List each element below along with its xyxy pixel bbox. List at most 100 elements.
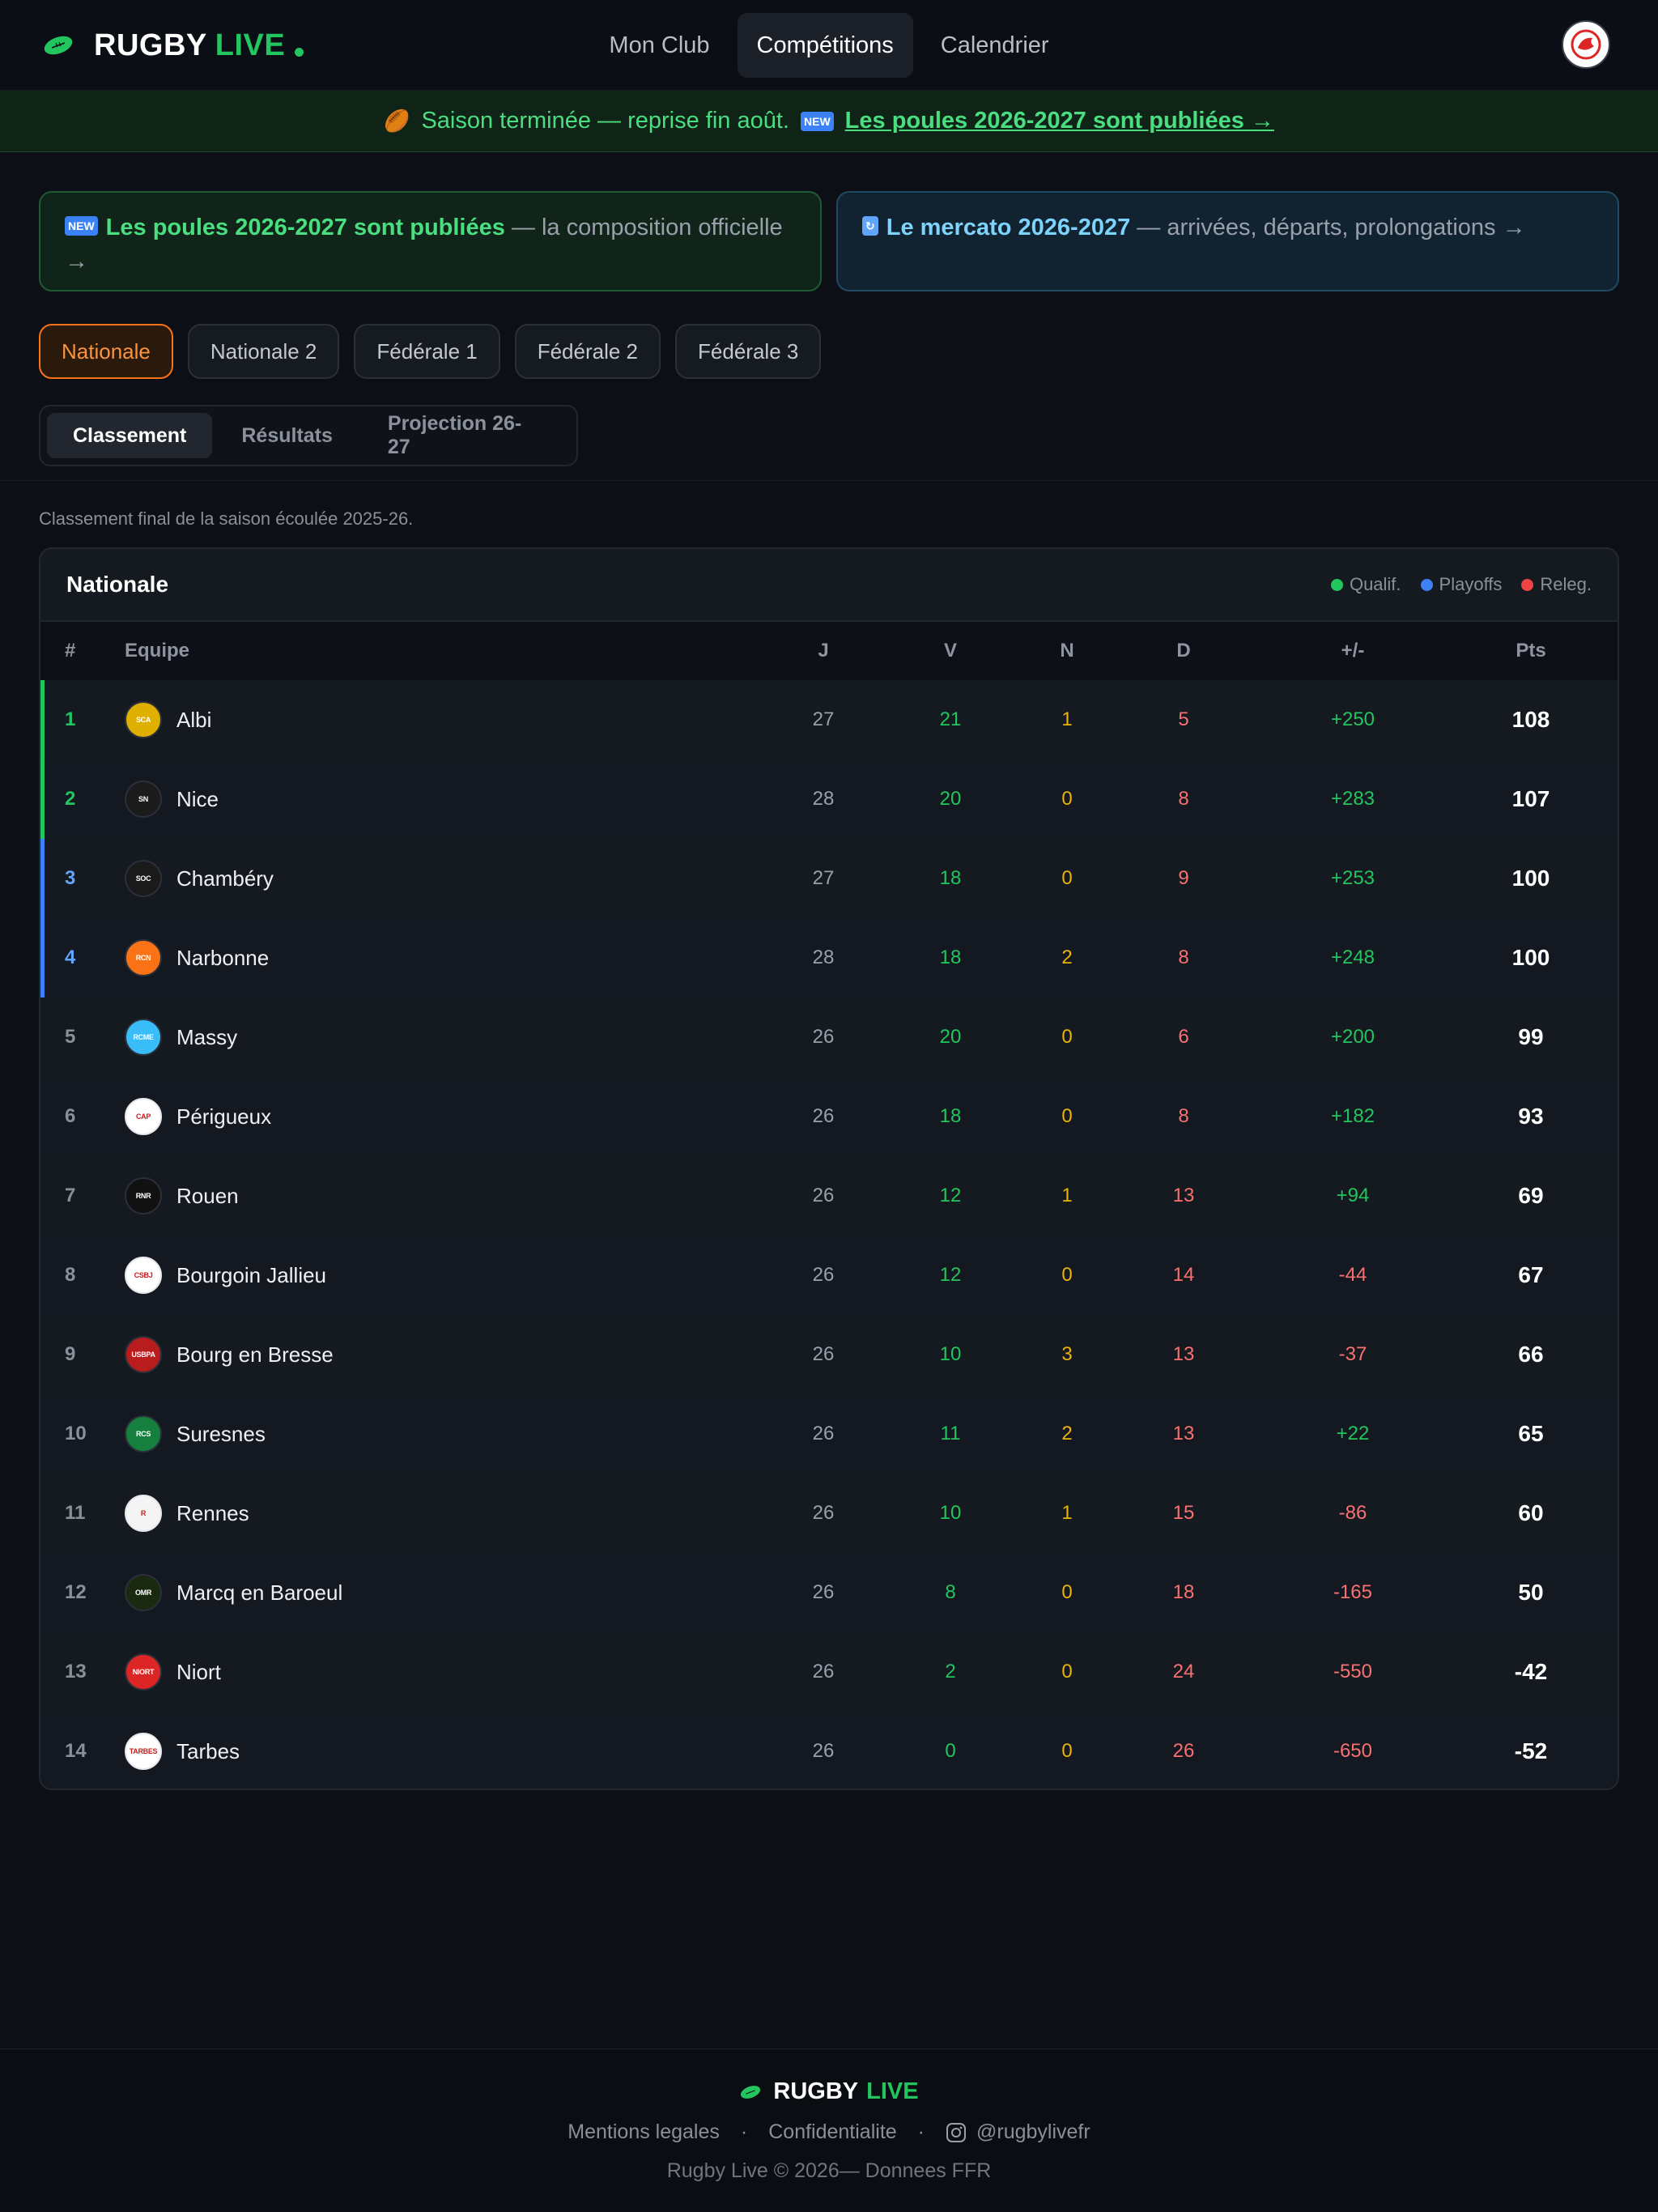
link-confidentialite[interactable]: Confidentialite [768,2121,897,2143]
losses: 13 [1172,1343,1195,1365]
col-pts[interactable]: Pts [1516,640,1546,661]
league-pill-federale-1[interactable]: Fédérale 1 [354,324,500,379]
draws: 1 [1061,1502,1073,1524]
team-rank: 2 [65,788,76,810]
league-pill-federale-2[interactable]: Fédérale 2 [514,324,661,379]
team-name: Tarbes [176,1738,240,1763]
legend-label: Qualif. [1349,574,1401,594]
team-cell[interactable]: RCN Narbonne [125,939,269,976]
draws: 1 [1061,1185,1073,1206]
league-pill-federale-3[interactable]: Fédérale 3 [675,324,822,379]
point-diff: +22 [1336,1423,1370,1444]
table-row[interactable]: 14 TARBES Tarbes 26 0 0 26 -650 -52 [40,1712,1618,1789]
main-nav: Mon Club Compétitions Calendrier [0,13,1658,78]
table-row[interactable]: 5 RCME Massy 26 20 0 6 +200 99 [40,998,1618,1077]
brand-logo[interactable]: RUGBY LIVE [42,24,304,66]
table-row[interactable]: 12 OMR Marcq en Baroeul 26 8 0 18 -165 50 [40,1553,1618,1632]
mercato-card[interactable]: ↻ Le mercato 2026-2027 — arrivées, départ… [836,191,1619,291]
team-cell[interactable]: RCME Massy [125,1019,237,1056]
nav-competitions[interactable]: Compétitions [737,13,913,78]
point-diff: -650 [1333,1740,1373,1762]
team-crest-icon: SN [125,781,162,818]
col-rank[interactable]: # [65,640,76,661]
team-cell[interactable]: CAP Périgueux [125,1098,271,1135]
table-row[interactable]: 9 USBPA Bourg en Bresse 26 10 3 13 -37 66 [40,1315,1618,1394]
points: 66 [1518,1342,1544,1367]
team-cell[interactable]: SN Nice [125,781,219,818]
footer-brand[interactable]: RUGBY LIVE [0,2078,1658,2105]
nav-mon-club[interactable]: Mon Club [609,32,710,58]
team-name: Chambéry [176,866,274,891]
team-cell[interactable]: RCS Suresnes [125,1415,266,1453]
col-n[interactable]: N [1060,640,1074,661]
played: 26 [812,1502,835,1524]
table-row[interactable]: 3 SOC Chambéry 27 18 0 9 +253 100 [40,839,1618,918]
team-cell[interactable]: RNR Rouen [125,1177,239,1214]
point-diff: -86 [1338,1502,1367,1524]
team-cell[interactable]: TARBES Tarbes [125,1733,240,1770]
table-row[interactable]: 11 R Rennes 26 10 1 15 -86 60 [40,1474,1618,1553]
points: -42 [1514,1659,1548,1684]
legend-label: Playoffs [1439,574,1503,594]
wins: 0 [945,1740,956,1762]
team-cell[interactable]: NIORT Niort [125,1653,221,1691]
team-crest-icon: RCS [125,1415,162,1453]
tab-resultats[interactable]: Résultats [241,423,333,447]
table-row[interactable]: 10 RCS Suresnes 26 11 2 13 +22 65 [40,1394,1618,1474]
points: 100 [1511,945,1550,970]
team-name: Nice [176,786,219,811]
standings-caption: Classement final de la saison écoulée 20… [39,508,414,529]
col-diff[interactable]: +/- [1341,640,1365,661]
instagram-link[interactable]: @rugbylivefr [946,2121,1090,2144]
team-name: Périgueux [176,1104,272,1129]
team-cell[interactable]: R Rennes [125,1495,249,1532]
team-cell[interactable]: SOC Chambéry [125,860,274,897]
table-row[interactable]: 6 CAP Périgueux 26 18 0 8 +182 93 [40,1077,1618,1156]
draws: 2 [1061,946,1073,968]
team-cell[interactable]: CSBJ Bourgoin Jallieu [125,1257,326,1294]
club-crest-icon [1571,29,1601,60]
league-pill-nationale[interactable]: Nationale [39,324,173,379]
played: 26 [812,1661,835,1682]
table-row[interactable]: 4 RCN Narbonne 28 18 2 8 +248 100 [40,918,1618,998]
wins: 10 [939,1343,962,1365]
team-cell[interactable]: SCA Albi [125,701,211,738]
team-cell[interactable]: USBPA Bourg en Bresse [125,1336,334,1373]
col-d[interactable]: D [1176,640,1191,661]
played: 26 [812,1264,835,1286]
played: 26 [812,1185,835,1206]
tab-classement[interactable]: Classement [47,413,213,458]
table-row[interactable]: 1 SCA Albi 27 21 1 5 +250 108 [40,680,1618,759]
team-cell[interactable]: OMR Marcq en Baroeul [125,1574,342,1611]
nav-calendrier[interactable]: Calendrier [940,32,1049,58]
team-rank: 12 [65,1581,87,1603]
legend-dot-red [1521,578,1534,591]
played: 26 [812,1423,835,1444]
footer-brand-rugby: RUGBY [773,2078,859,2104]
footer-links: Mentions legales · Confidentialite · @ru… [0,2121,1658,2144]
team-name: Albi [176,707,212,732]
user-avatar[interactable] [1562,20,1610,69]
table-row[interactable]: 7 RNR Rouen 26 12 1 13 +94 69 [40,1156,1618,1236]
col-team[interactable]: Equipe [125,640,190,661]
banner-link[interactable]: Les poules 2026-2027 sont publiées → [844,108,1274,134]
league-selector: Nationale Nationale 2 Fédérale 1 Fédéral… [39,324,822,379]
league-pill-nationale-2[interactable]: Nationale 2 [187,324,340,379]
points: 60 [1518,1500,1544,1525]
table-row[interactable]: 8 CSBJ Bourgoin Jallieu 26 12 0 14 -44 67 [40,1236,1618,1315]
link-mentions-legales[interactable]: Mentions legales [568,2121,720,2143]
poules-card[interactable]: NEW Les poules 2026-2027 sont publiées — … [39,191,822,291]
team-rank: 1 [65,708,76,730]
mercato-card-desc: — arrivées, départs, prolongations → [1130,215,1526,240]
tab-projection[interactable]: Projection 26-27 [387,412,522,458]
table-row[interactable]: 13 NIORT Niort 26 2 0 24 -550 -42 [40,1632,1618,1712]
played: 27 [812,708,835,730]
col-v[interactable]: V [943,640,957,661]
col-j[interactable]: J [818,640,829,661]
rugby-ball-emoji-icon: 🏉 [384,108,410,133]
table-row[interactable]: 2 SN Nice 28 20 0 8 +283 107 [40,759,1618,839]
table-title: Nationale [66,572,169,597]
team-rank: 8 [65,1264,76,1286]
team-crest-icon: RNR [125,1177,162,1214]
wins: 21 [939,708,962,730]
